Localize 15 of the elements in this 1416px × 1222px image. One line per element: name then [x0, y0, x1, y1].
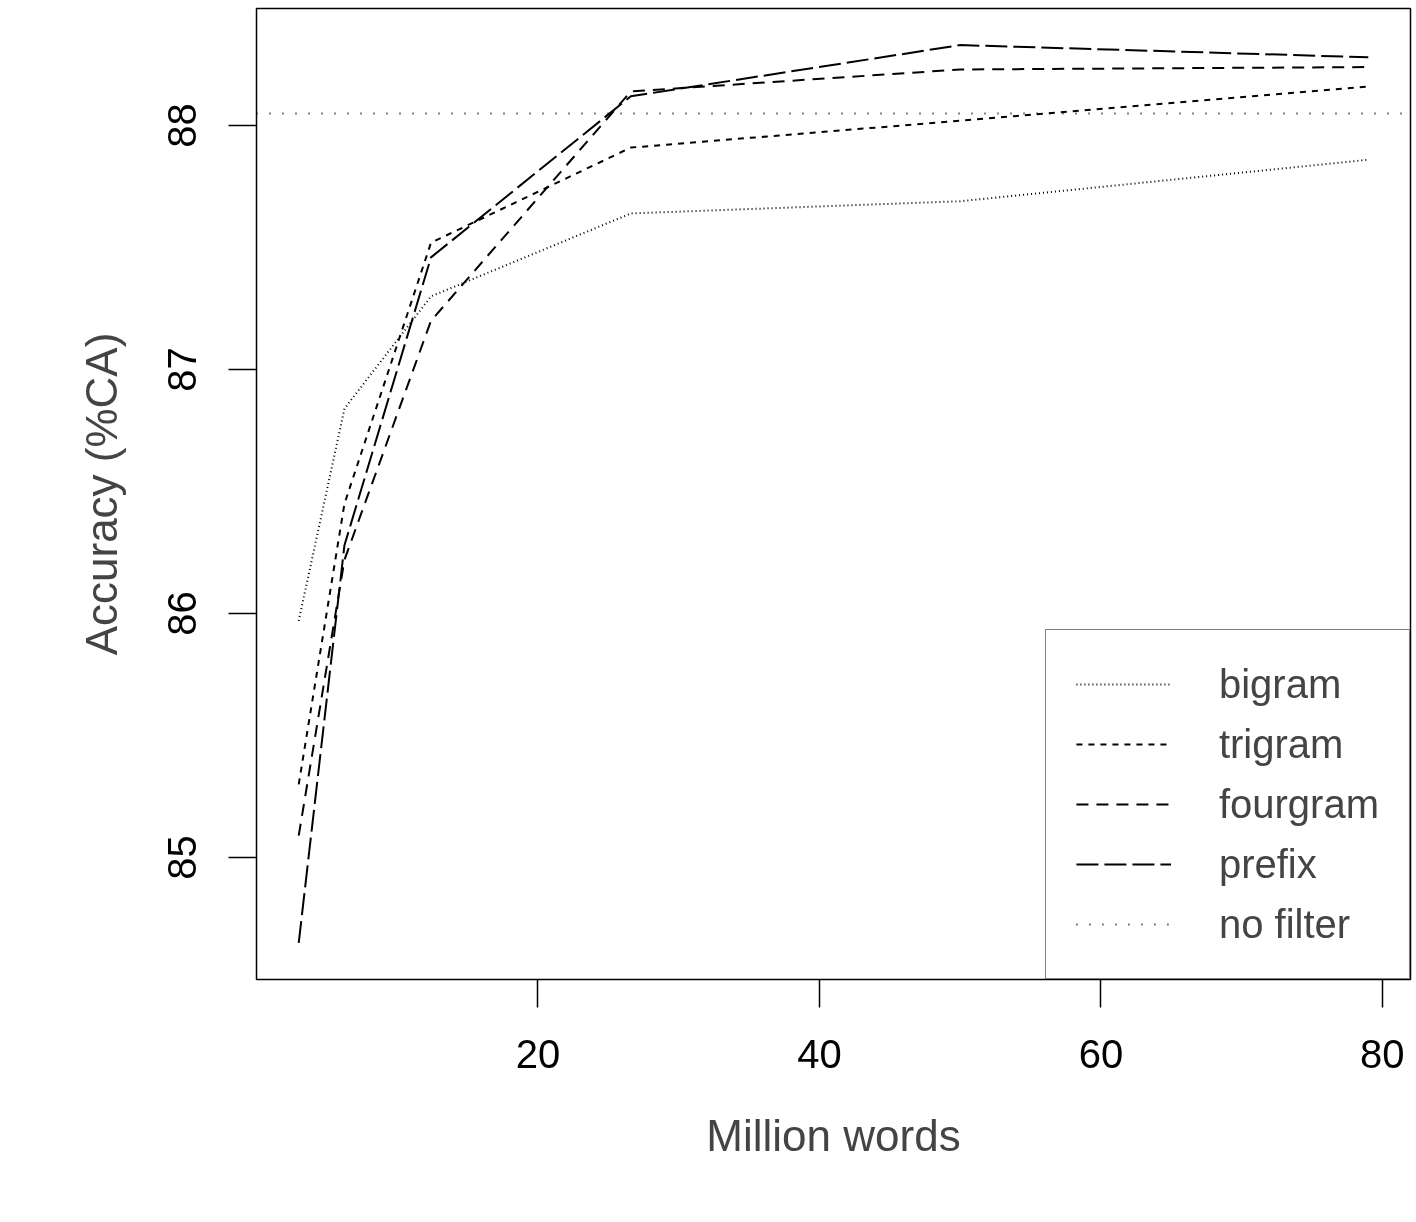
- y-axis-title: Accuracy (%CA): [76, 332, 126, 656]
- y-tick-label: 85: [160, 835, 205, 880]
- x-tick-label: 40: [797, 1031, 842, 1076]
- legend-label: bigram: [1218, 660, 1342, 708]
- x-tick-label: 20: [515, 1031, 561, 1076]
- legend-label: fourgram: [1218, 780, 1379, 828]
- y-tick-label: 88: [160, 103, 205, 148]
- legend-label: no filter: [1218, 900, 1351, 948]
- x-tick-label: 60: [1078, 1031, 1124, 1076]
- legend-label: trigram: [1218, 720, 1344, 768]
- x-tick-label: 80: [1360, 1031, 1405, 1076]
- x-axis-title: Million words: [706, 1110, 961, 1160]
- legend-label: prefix: [1218, 840, 1317, 888]
- y-tick-label: 86: [160, 591, 205, 636]
- y-tick-label: 87: [160, 347, 205, 392]
